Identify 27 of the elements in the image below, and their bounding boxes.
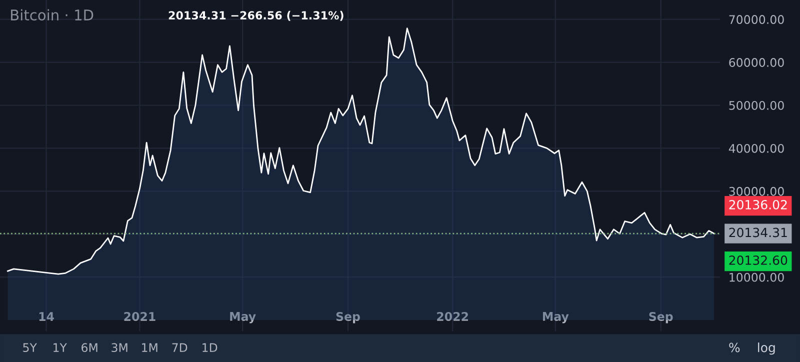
text: % [729,342,740,352]
text: 1D [202,343,218,352]
x-tick-label: 2021 [124,312,156,321]
ref-line-label: 20134.31 [729,228,787,238]
y-tick-label: 30000.00 [729,186,784,196]
text: 1Y [54,343,67,352]
x-tick-label: Sep [336,312,360,324]
text: 5Y [23,343,37,352]
text: Bitcoin · 1D [11,9,94,21]
y-tick-label: 70000.00 [729,15,784,24]
x-tick-label: May [542,312,569,324]
x-tick-label: 14 [39,312,54,321]
text: 20136.02 [729,200,787,210]
y-tick-label: 50000.00 [729,100,784,110]
text: 6M [82,343,98,352]
y-tick-label: 10000.00 [730,272,784,282]
text: log [758,342,775,355]
y-tick-label: 60000.00 [729,58,784,67]
y-tick-label: 40000.00 [728,144,784,153]
text: 1M [142,343,158,352]
text: 3M [112,343,128,352]
x-tick-label: Sep [649,312,673,324]
x-tick-label: May [230,312,256,324]
text: 20132.60 [729,256,788,265]
text: 7D [172,343,188,352]
x-tick-label: 2022 [437,312,468,321]
text: 20134.31 −266.56 (−1.31%) [168,10,344,21]
